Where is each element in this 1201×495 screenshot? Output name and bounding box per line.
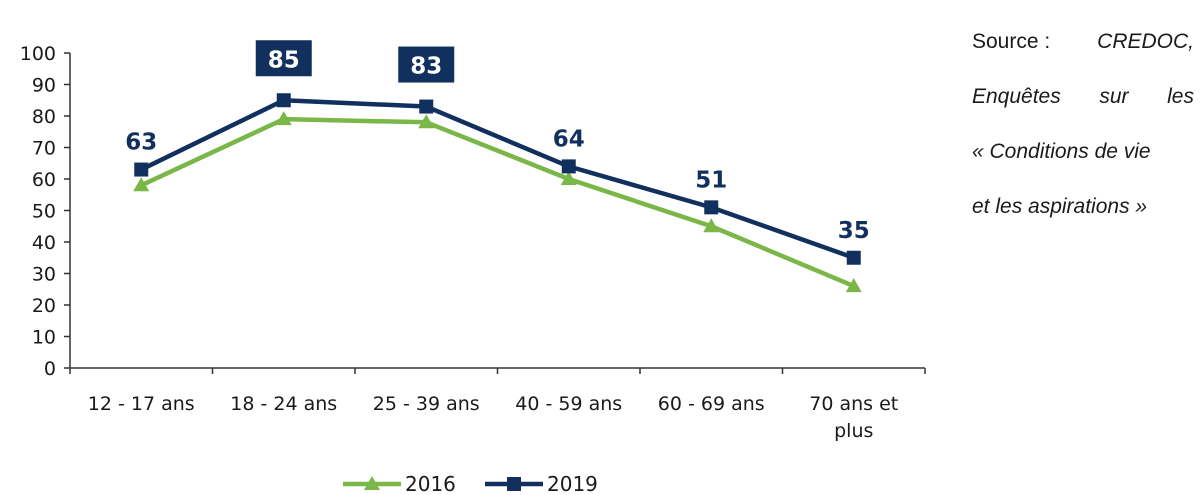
data-label-box: [255, 40, 312, 77]
y-tick-label: 30: [32, 264, 56, 286]
data-label: 51: [695, 167, 727, 193]
y-tick-label: 90: [32, 75, 56, 97]
y-tick-label: 40: [32, 232, 56, 254]
source-value: CREDOC,: [1097, 30, 1194, 53]
data-point-triangle: [133, 177, 150, 192]
source-word-1: Enquêtes: [972, 85, 1061, 108]
x-tick-label: 12 - 17 ans: [88, 393, 195, 415]
data-label: 85: [268, 47, 300, 73]
legend-label: 2019: [547, 472, 598, 495]
data-point-square: [276, 93, 291, 108]
line-chart: 0 10 20 30 40 50 60 70 80 90 100 12 - 17 ans 18 - 2…: [20, 40, 926, 495]
y-tick-label: 60: [32, 169, 56, 191]
data-point-square: [704, 200, 719, 215]
y-axis: 0 10 20 30 40 50 60 70 80 90 100: [20, 43, 71, 380]
series-2019: [134, 93, 861, 265]
x-tick-label: 40 - 59 ans: [515, 393, 622, 415]
y-tick-label: 70: [32, 138, 56, 160]
series-line-2016: [140, 116, 855, 289]
x-tick-label: plus: [834, 420, 873, 442]
data-labels: 63 85 83 64 51 35: [125, 40, 870, 244]
legend-item-2019: 2019: [485, 472, 598, 495]
x-tick-label: 18 - 24 ans: [230, 393, 337, 415]
data-point-triangle: [418, 114, 435, 129]
y-tick-label: 80: [32, 106, 56, 128]
x-axis: 12 - 17 ans 18 - 24 ans 25 - 39 ans 40 - 59…: [69, 367, 926, 442]
data-point-triangle: [703, 218, 720, 233]
data-point-square: [846, 250, 861, 265]
y-tick-label: 20: [32, 295, 56, 317]
data-point-triangle: [364, 476, 380, 490]
data-point-triangle: [845, 278, 862, 293]
x-tick-label: 25 - 39 ans: [373, 393, 480, 415]
data-label: 35: [838, 218, 870, 244]
data-label: 83: [410, 54, 442, 80]
data-point-triangle: [560, 171, 577, 185]
y-tick-label: 0: [44, 358, 56, 380]
source-note: Source : CREDOC, Enquêtes sur les « Cond…: [972, 14, 1194, 234]
source-word-3: les: [1167, 85, 1194, 108]
data-label: 63: [125, 130, 157, 156]
legend: 2016 2019: [343, 472, 598, 495]
source-word-2: sur: [1099, 85, 1129, 108]
legend-label: 2016: [405, 472, 456, 495]
legend-item-2016: 2016: [343, 472, 456, 495]
data-point-square: [419, 99, 434, 114]
source-line-4: et les aspirations »: [972, 195, 1148, 218]
series-lines: [133, 93, 862, 293]
data-label-box: [398, 46, 455, 83]
data-point-triangle: [275, 111, 292, 126]
y-tick-label: 100: [20, 43, 56, 65]
source-label: Source :: [972, 30, 1051, 53]
data-point-square: [561, 159, 576, 174]
x-tick-label: 60 - 69 ans: [658, 393, 765, 415]
y-tick-label: 50: [32, 201, 56, 223]
source-line-3: « Conditions de vie: [972, 140, 1151, 163]
x-tick-label: 70 ans et: [809, 393, 898, 415]
data-label: 64: [553, 126, 585, 152]
series-line-2019: [140, 98, 855, 260]
series-2016: [133, 111, 862, 293]
data-point-square: [507, 477, 521, 491]
y-tick-label: 10: [32, 327, 56, 349]
data-point-square: [134, 162, 149, 177]
